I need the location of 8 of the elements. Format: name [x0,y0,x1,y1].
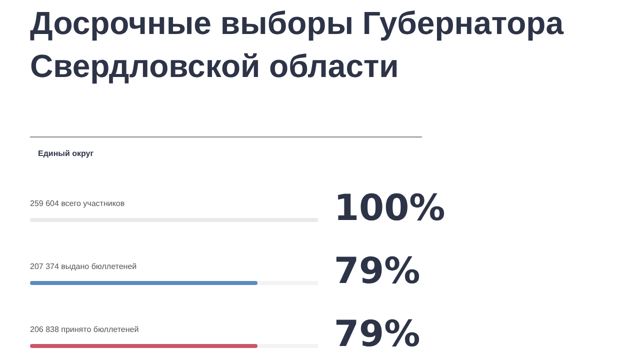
y-tick-label: 259 604 всего участников [30,199,125,208]
data-label: 79% [334,251,420,292]
chart-subtitle: Единый округ [38,149,94,158]
data-label: 100% [334,188,446,229]
chart-title: Досрочные выборы Губернатора Свердловской области [30,4,565,86]
data-label: 79% [334,314,420,355]
y-tick-label: 207 374 выдано бюллетеней [30,262,137,271]
y-tick-label: 206 838 принято бюллетеней [30,325,139,334]
